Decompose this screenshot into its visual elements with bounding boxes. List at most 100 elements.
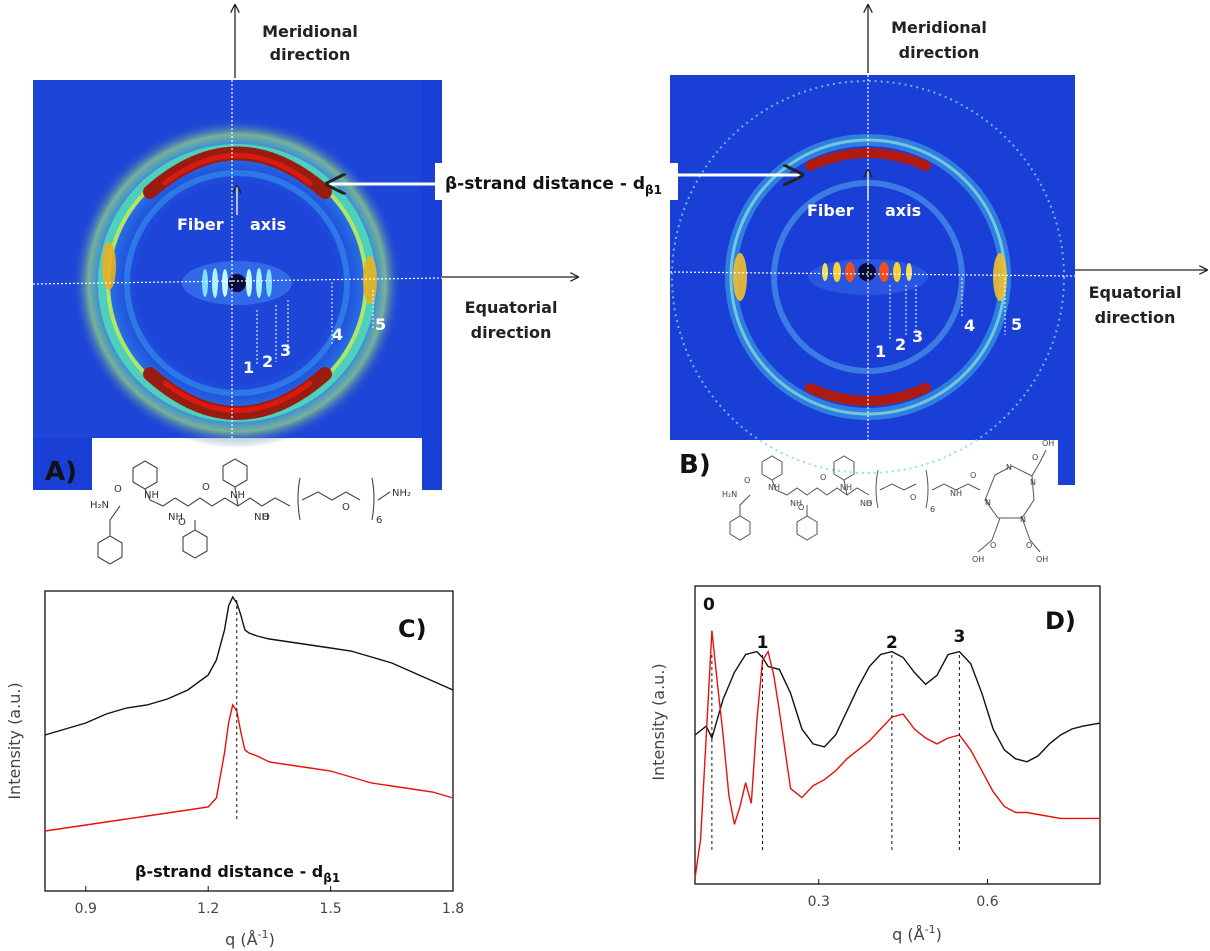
svg-text:6: 6 — [930, 505, 935, 514]
svg-text:O: O — [820, 473, 826, 482]
svg-text:6: 6 — [376, 515, 382, 526]
svg-text:H₂N: H₂N — [722, 490, 737, 499]
molecule-a-labels: H₂N O NH NH O O NH NH O O 6 NH₂ — [90, 482, 411, 528]
ring-index-ticks-a — [256, 282, 374, 366]
svg-text:NH: NH — [168, 512, 183, 523]
svg-text:O: O — [114, 484, 122, 495]
svg-text:NH₂: NH₂ — [392, 488, 411, 499]
equatorial-label-a-1: Equatorial — [465, 298, 558, 317]
molecule-a — [97, 458, 391, 565]
svg-text:NH: NH — [254, 512, 269, 523]
svg-text:NH: NH — [790, 499, 802, 508]
meridional-label-a-1: Meridional — [262, 22, 358, 41]
svg-text:O: O — [202, 482, 210, 493]
ring-label-a-5: 5 — [375, 315, 386, 334]
chart-c-ticks: 0.9 1.2 1.5 1.8 — [75, 886, 464, 917]
callout-subscript: β1 — [645, 183, 662, 197]
equatorial-spot-right-b — [993, 253, 1007, 301]
chart-c-xtick-label-1: 1.2 — [197, 901, 219, 917]
ring-label-b-2: 2 — [895, 335, 906, 354]
meridional-arc-top-a-core — [162, 153, 313, 186]
chart-d-peak-label-2: 2 — [886, 633, 898, 653]
svg-text:N: N — [985, 498, 991, 507]
molecule-b-labels: H₂N O NH NH O O NH NH O O 6 NH O N N N N… — [722, 439, 1054, 564]
chart-d: 0 1 2 3 0.3 0.6 D) q (Å-1) Intensity (a.u.) — [649, 585, 1101, 944]
meridional-label-a-2: direction — [270, 45, 351, 64]
chart-c-xtick-label-0: 0.9 — [75, 901, 97, 917]
meridional-label-b-1: Meridional — [891, 18, 987, 37]
molecule-b — [729, 449, 1047, 553]
ring-label-a-1: 1 — [243, 358, 254, 377]
ring-label-b-3: 3 — [912, 327, 923, 346]
chart-c-ylabel: Intensity (a.u.) — [5, 682, 24, 799]
svg-text:O: O — [1026, 541, 1032, 550]
chart-d-peak-label-1: 1 — [757, 633, 769, 653]
chart-c-series-1-line — [44, 595, 454, 736]
equatorial-spot-left-a — [102, 242, 116, 290]
fiber-label-a: Fiber — [177, 215, 224, 234]
svg-text:NH: NH — [768, 483, 780, 492]
chart-d-xlabel: q (Å-1) — [892, 923, 942, 944]
chart-c: 0.9 1.2 1.5 1.8 C) β-strand distance - dβ1 … — [5, 590, 464, 949]
svg-text:O: O — [910, 493, 916, 502]
chart-c-xtick-label-3: 1.8 — [442, 901, 464, 917]
chart-d-series-1-line — [694, 650, 1101, 763]
callout-box — [435, 163, 678, 200]
svg-text:NH: NH — [230, 490, 245, 501]
chart-d-series — [694, 630, 1101, 879]
chart-d-xtick-label-0: 0.3 — [808, 894, 830, 910]
svg-text:O: O — [262, 512, 270, 523]
white-cutout-b — [670, 440, 1058, 490]
ring-label-a-3: 3 — [280, 341, 291, 360]
panel-b: 1 2 3 4 5 Meridional direction Equatoria… — [669, 5, 1207, 564]
fiber-label-b: Fiber — [807, 201, 854, 220]
chart-c-series-2-line — [44, 703, 454, 832]
callout-text: β-strand distance - dβ1 — [445, 174, 662, 197]
panel-label-a: A) — [45, 457, 77, 487]
chart-d-ticks: 0.3 0.6 — [808, 879, 999, 910]
ring-labels-a: 1 2 3 4 5 — [243, 315, 386, 377]
equatorial-spot-left-b — [733, 253, 747, 301]
ring-label-b-5: 5 — [1011, 315, 1022, 334]
chart-c-series — [44, 595, 454, 832]
panel-label-b: B) — [679, 450, 711, 480]
svg-text:O: O — [990, 541, 996, 550]
equatorial-dotted-b — [669, 271, 1076, 277]
chart-c-frame — [44, 590, 454, 892]
svg-text:OH: OH — [1042, 439, 1054, 448]
chart-c-xtick-label-2: 1.5 — [319, 901, 341, 917]
ring-label-a-2: 2 — [262, 352, 273, 371]
outer-ring-b — [671, 80, 1065, 474]
ring-label-a-4: 4 — [332, 325, 343, 344]
equatorial-label-b-1: Equatorial — [1089, 283, 1182, 302]
svg-text:H₂N: H₂N — [90, 500, 109, 511]
chart-c-xlabel: q (Å-1) — [225, 928, 275, 949]
svg-text:O: O — [970, 471, 976, 480]
white-cutout-a — [92, 438, 422, 498]
chart-d-peak-label-0: 0 — [703, 595, 715, 615]
svg-text:O: O — [342, 502, 350, 513]
equatorial-spot-right-a — [363, 256, 377, 304]
meridional-arc-bottom-a-core — [162, 380, 313, 413]
center-fringes-a — [182, 261, 292, 305]
ring-labels-b: 1 2 3 4 5 — [875, 315, 1022, 361]
svg-text:N: N — [1030, 478, 1036, 487]
chart-d-panel-label: D) — [1045, 607, 1076, 635]
chart-d-markers: 0 1 2 3 — [703, 595, 965, 852]
svg-text:OH: OH — [1036, 555, 1048, 564]
meridional-label-b-2: direction — [899, 43, 980, 62]
svg-text:N: N — [1006, 463, 1012, 472]
panel-a: 1 2 3 4 5 Meridional direction Equatoria… — [32, 5, 578, 565]
svg-text:O: O — [866, 499, 872, 508]
callout-main: β-strand distance - d — [445, 174, 645, 194]
ring-label-b-4: 4 — [964, 316, 975, 335]
equatorial-dotted-a — [32, 277, 443, 285]
svg-text:O: O — [1032, 453, 1038, 462]
svg-text:O: O — [744, 476, 750, 485]
svg-text:NH: NH — [144, 490, 159, 501]
ring-label-b-1: 1 — [875, 342, 886, 361]
svg-text:O: O — [178, 517, 186, 528]
chart-d-xtick-label-1: 0.6 — [976, 894, 998, 910]
beta-strand-callout: β-strand distance - dβ1 — [327, 163, 802, 200]
